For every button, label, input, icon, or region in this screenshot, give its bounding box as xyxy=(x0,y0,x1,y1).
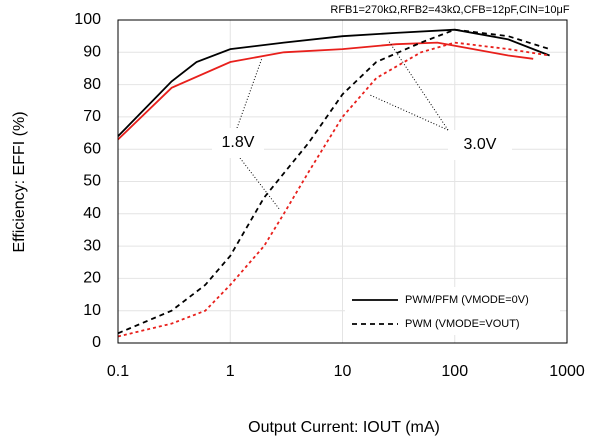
y-tick-label: 20 xyxy=(83,270,101,287)
y-tick-label: 40 xyxy=(83,205,101,222)
y-tick-label: 0 xyxy=(92,334,101,351)
x-tick-label: 1 xyxy=(226,363,235,380)
chart-subtitle: RFB1=270kΩ,RFB2=43kΩ,CFB=12pF,CIN=10μF xyxy=(330,4,570,16)
y-tick-label: 30 xyxy=(83,237,101,254)
x-tick-label: 100 xyxy=(441,363,468,380)
x-tick-label: 10 xyxy=(334,363,352,380)
lines xyxy=(117,28,550,338)
legend-label: PWM/PFM (VMODE=0V) xyxy=(405,294,529,306)
series-line xyxy=(117,28,550,335)
y-tick-label: 60 xyxy=(83,140,101,157)
legend-box xyxy=(345,287,560,335)
x-tick-label: 0.1 xyxy=(107,363,129,380)
annotation-bg xyxy=(448,130,512,160)
x-axis-label: Output Current: IOUT (mA) xyxy=(248,419,440,436)
series-line xyxy=(117,41,534,141)
y-tick-label: 50 xyxy=(83,173,101,190)
plot-frame xyxy=(117,19,568,344)
y-tick-label: 10 xyxy=(83,302,101,319)
y-tick-label: 90 xyxy=(83,44,101,61)
annotation-bg xyxy=(212,128,264,158)
legend-label: PWM (VMODE=VOUT) xyxy=(405,318,520,330)
y-tick-label: 100 xyxy=(74,11,101,28)
y-axis-label: Efficiency: EFFI (%) xyxy=(11,111,28,252)
y-tick-label: 80 xyxy=(83,76,101,93)
y-tick-label: 70 xyxy=(83,108,101,125)
leaders xyxy=(236,39,449,211)
x-tick-label: 1000 xyxy=(549,363,585,380)
annotation: 1.8V xyxy=(222,134,255,151)
series-line xyxy=(117,28,550,137)
legend: PWM/PFM (VMODE=0V) PWM (VMODE=VOUT) xyxy=(345,287,560,335)
series-line xyxy=(117,41,550,338)
annotation: 3.0V xyxy=(464,136,497,153)
